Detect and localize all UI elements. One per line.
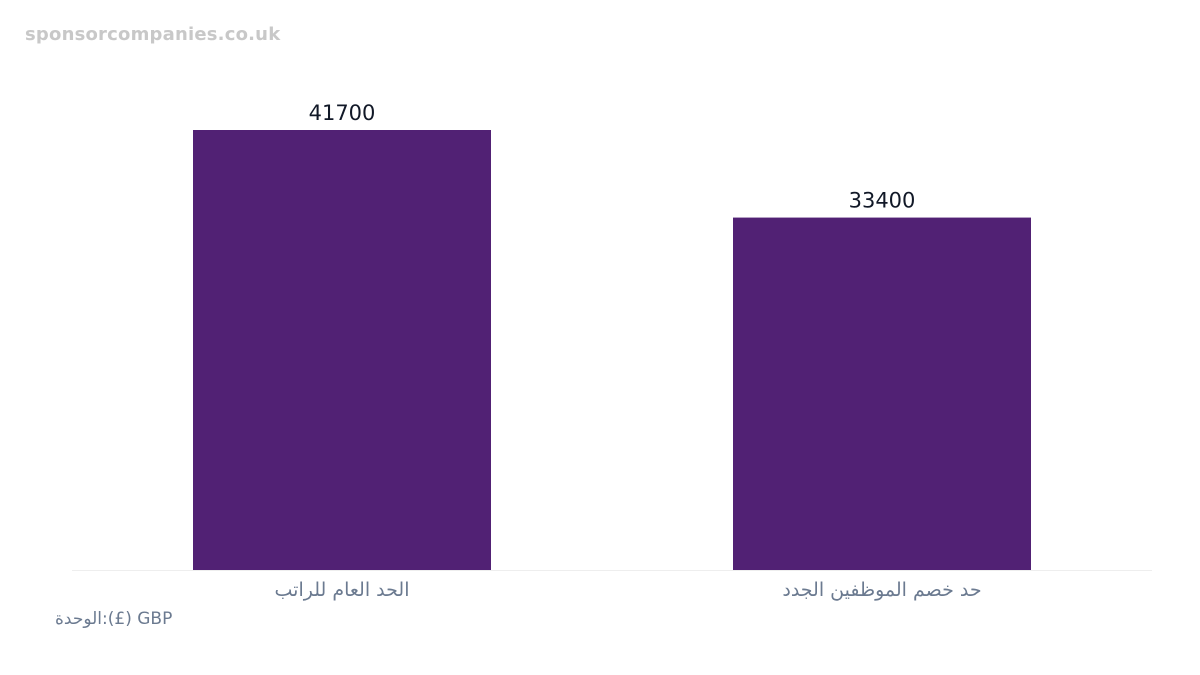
- bar-1: [193, 130, 491, 570]
- watermark-text: sponsorcompanies.co.uk: [25, 24, 281, 45]
- category-label: حد خصم الموظفين الجدد: [782, 579, 981, 601]
- bar-value-label: 41700: [309, 101, 376, 125]
- bar-value-label: 33400: [849, 189, 916, 213]
- unit-note: الوحدة:(£) GBP: [55, 609, 173, 629]
- category-label: الحد العام للراتب: [275, 579, 410, 601]
- bar-2: [733, 217, 1031, 570]
